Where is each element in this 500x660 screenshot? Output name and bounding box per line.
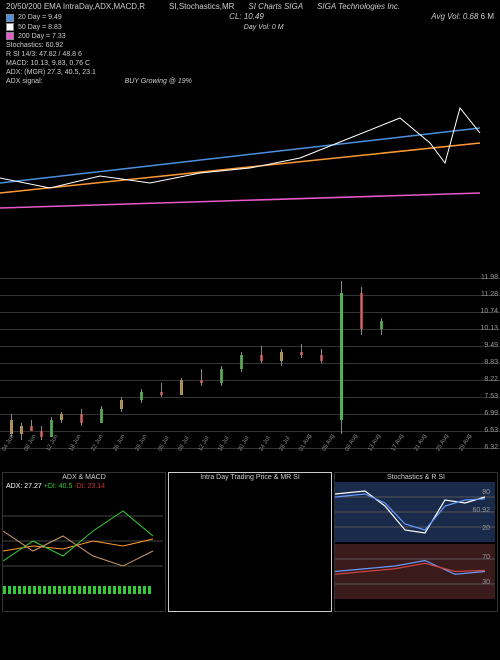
avg-vol: Avg Vol: 0.68 bbox=[431, 12, 478, 21]
intraday-panel: Intra Day Trading Price & MR SI bbox=[168, 472, 332, 612]
stoch-label: Stochastics: 60.92 bbox=[6, 41, 63, 50]
stoch-rsi-title: Stochastics & R SI bbox=[335, 473, 497, 482]
intraday-title: Intra Day Trading Price & MR SI bbox=[169, 473, 331, 482]
adx-subtitle: ADX: 27.27 +DI: 40.5 -DI: 23.14 bbox=[3, 482, 165, 491]
adx-macd-title: ADX & MACD bbox=[3, 473, 165, 482]
indicator-panels: ADX & MACD ADX: 27.27 +DI: 40.5 -DI: 23.… bbox=[0, 472, 500, 612]
ema20-label: 20 Day = 9.49 bbox=[18, 13, 62, 22]
adx-label: ADX: (MGR) 27.3, 40.5, 23.1 bbox=[6, 68, 96, 77]
ema-lines-svg bbox=[0, 88, 500, 248]
svg-text:30: 30 bbox=[482, 579, 490, 586]
title-mid: SI,Stochastics,MR bbox=[169, 2, 234, 12]
title-left: 20/50/200 EMA IntraDay,ADX,MACD,R bbox=[6, 2, 145, 12]
ema50-label: 50 Day = 8.83 bbox=[18, 23, 62, 32]
day-vol: Day Vol: 0 M bbox=[244, 23, 284, 32]
stoch-rsi-panel: Stochastics & R SI 80 60.92 20 70 30 bbox=[334, 472, 498, 612]
ema-price-chart bbox=[0, 88, 500, 248]
ema200-swatch bbox=[6, 32, 14, 40]
rsi-label: R SI 14/3: 47.82 / 48.8 6 bbox=[6, 50, 82, 59]
ema200-label: 200 Day = 7.33 bbox=[18, 32, 66, 41]
svg-text:70: 70 bbox=[482, 554, 490, 561]
ema50-swatch bbox=[6, 23, 14, 31]
buy-signal: BUY Growing @ 19% bbox=[125, 77, 192, 86]
stoch-svg: 80 60.92 20 bbox=[335, 482, 495, 542]
rsi-svg: 70 30 bbox=[335, 544, 495, 599]
ema20-swatch bbox=[6, 14, 14, 22]
close-price: CL: 10.49 bbox=[229, 12, 264, 22]
avg-vol-unit: 6 M bbox=[481, 12, 494, 21]
svg-text:80: 80 bbox=[482, 489, 490, 496]
svg-text:20: 20 bbox=[482, 525, 490, 532]
macd-label: MACD: 10.13, 9.83, 0.76 C bbox=[6, 59, 90, 68]
adx-svg bbox=[3, 491, 163, 601]
title-mid2: SI Charts SIGA bbox=[248, 2, 303, 12]
svg-text:60.92: 60.92 bbox=[472, 507, 490, 514]
candlestick-chart: 11.9811.2810.7410.139.498.838.227.536.99… bbox=[0, 278, 500, 448]
chart-header: 20/50/200 EMA IntraDay,ADX,MACD,R SI,Sto… bbox=[0, 0, 500, 88]
adx-signal-label: ADX signal: bbox=[6, 77, 43, 86]
title-right: SIGA Technologies Inc. bbox=[317, 2, 400, 12]
adx-macd-panel: ADX & MACD ADX: 27.27 +DI: 40.5 -DI: 23.… bbox=[2, 472, 166, 612]
